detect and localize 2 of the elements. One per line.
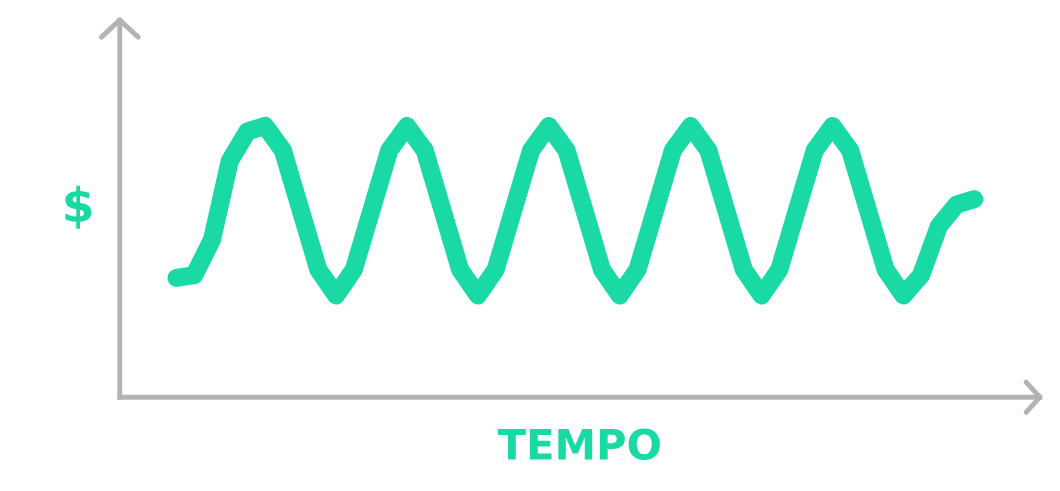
y-axis-title: $ (65, 185, 92, 229)
x-axis-title: TEMPO (497, 428, 660, 461)
